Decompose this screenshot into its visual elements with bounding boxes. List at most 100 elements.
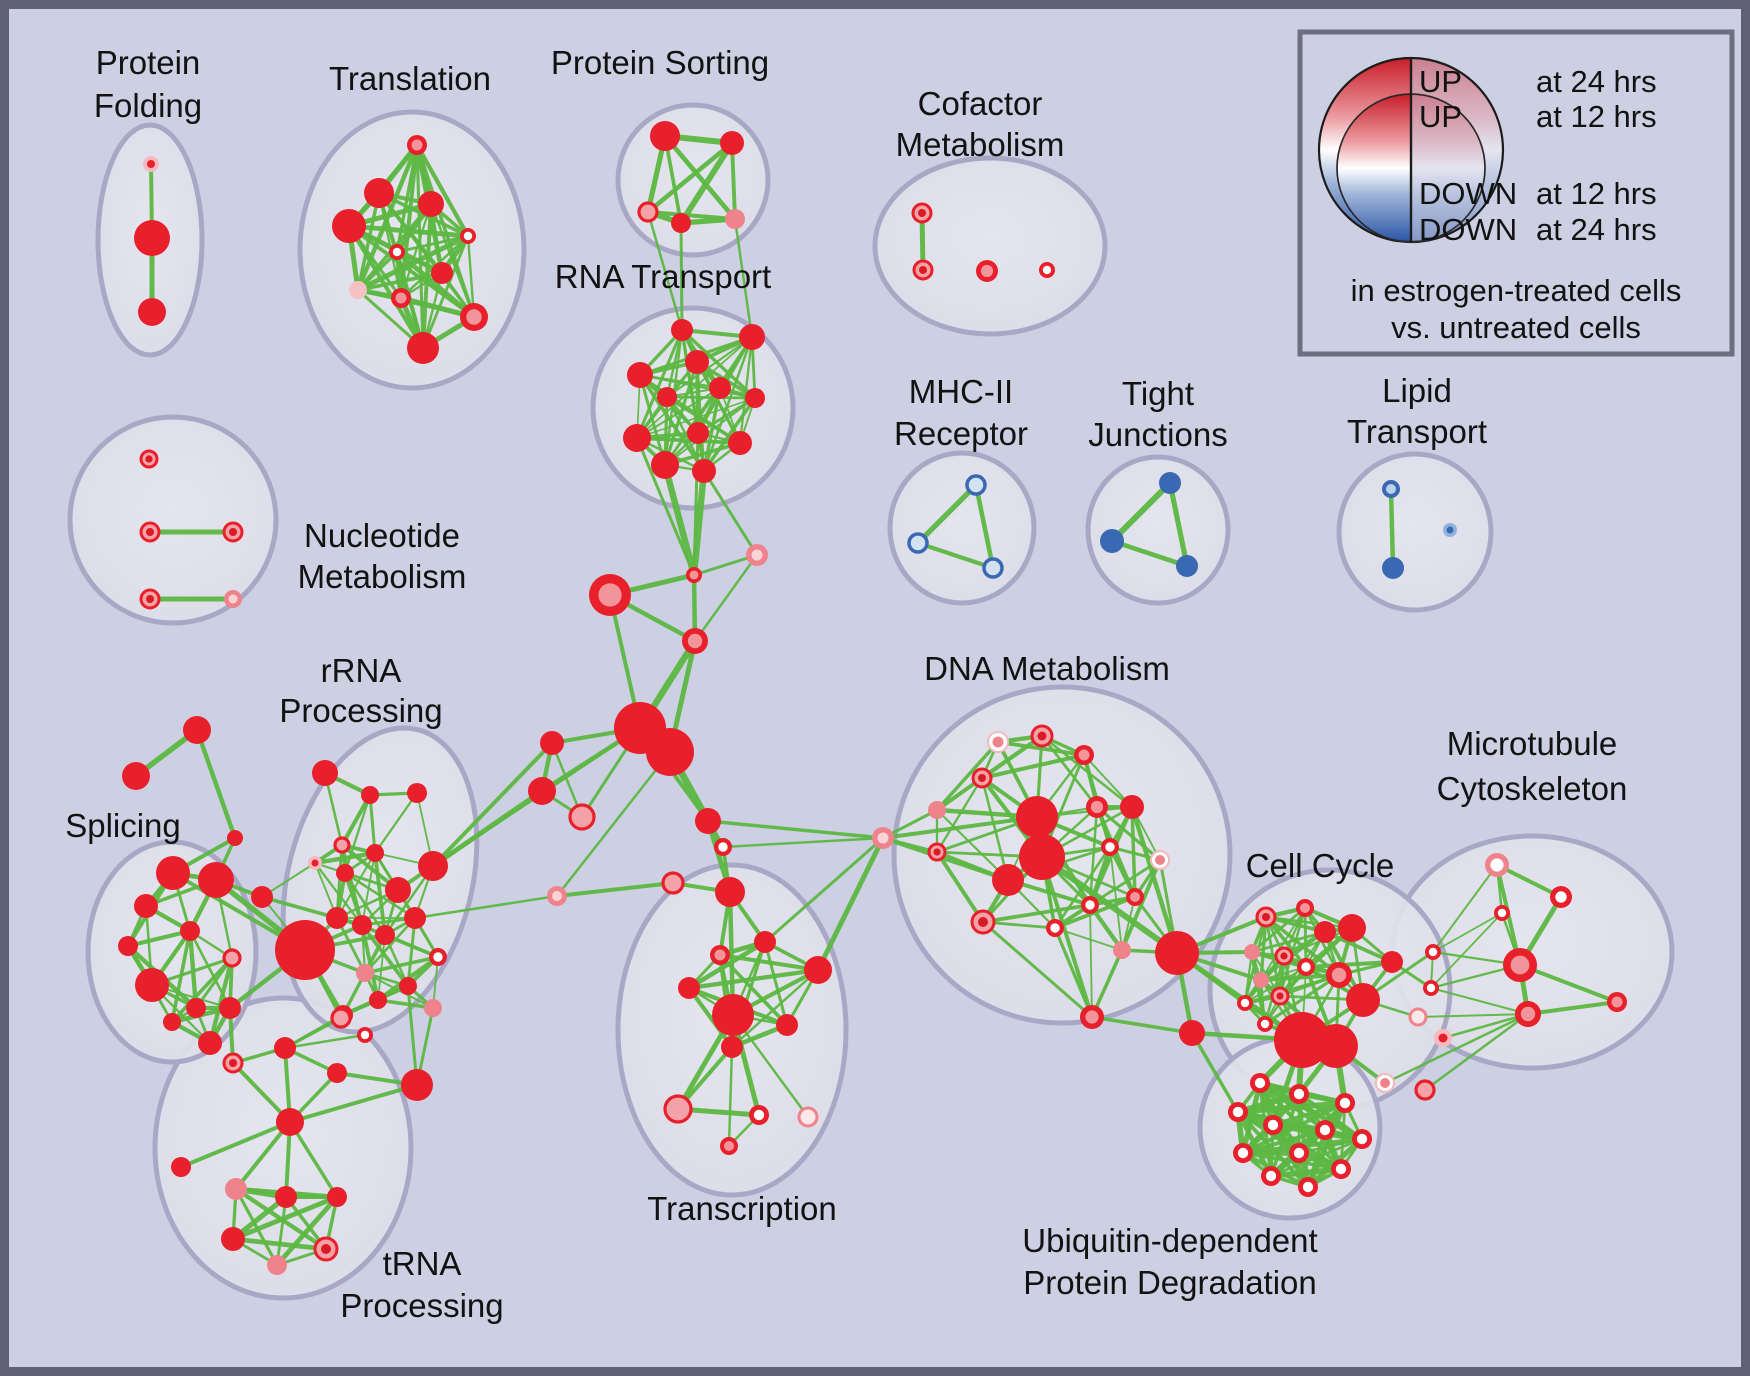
cluster-label-trna-processing: tRNA Processing: [340, 1245, 503, 1324]
node-rr8: [385, 877, 411, 903]
node-body: [712, 994, 754, 1036]
network-edge: [1518, 963, 1619, 1004]
node-tx5: [776, 1014, 798, 1036]
node-mb6: [1414, 1079, 1436, 1101]
node-body: [627, 362, 653, 388]
node-ch1: [686, 567, 702, 583]
network-edge: [662, 133, 738, 222]
network-edge: [915, 540, 996, 571]
node-rt11: [651, 451, 679, 479]
node-core: [1130, 892, 1140, 902]
node-ps3: [637, 201, 659, 223]
node-body: [349, 281, 367, 299]
node-tr7: [431, 262, 453, 284]
network-edge: [555, 881, 675, 898]
node-mc6: [1515, 1001, 1541, 1027]
legend-direction-label-1: UP: [1419, 99, 1462, 134]
node-tx4: [678, 977, 700, 999]
node-body: [352, 915, 372, 935]
node-core: [552, 891, 562, 901]
network-edge: [283, 1033, 367, 1050]
node-cf4: [1039, 262, 1055, 278]
node-core: [147, 160, 155, 168]
node-hub2: [646, 728, 694, 776]
network-edge: [1297, 1137, 1364, 1155]
node-core: [466, 309, 482, 325]
node-core: [689, 570, 699, 580]
node-tc4: [327, 1063, 347, 1083]
network-edge: [635, 436, 696, 577]
network-edge: [356, 250, 399, 292]
network-edge: [230, 1236, 329, 1252]
cluster-label-protein-sorting: Protein Sorting: [551, 44, 769, 81]
node-body: [330, 1007, 352, 1029]
node-dm3: [1074, 745, 1094, 765]
node-ub1: [1250, 1073, 1270, 1093]
network-edge: [288, 1120, 339, 1199]
cluster-label-rrna-processing: rRNA Processing: [279, 652, 442, 729]
node-body: [118, 936, 138, 956]
node-core: [1446, 526, 1454, 534]
network-edge: [406, 984, 419, 1087]
node-body: [327, 1187, 347, 1207]
node-body: [1338, 914, 1366, 942]
network-edge: [815, 835, 886, 973]
node-cn2: [714, 838, 732, 856]
node-cf2: [912, 259, 934, 281]
node-core: [980, 264, 994, 278]
node-body: [709, 377, 731, 399]
network-edge: [363, 916, 417, 975]
node-body: [138, 298, 166, 326]
node-rr4: [333, 836, 351, 854]
node-ub6: [1315, 1120, 1335, 1140]
network-edge: [413, 894, 559, 920]
node-mc7: [1607, 992, 1627, 1012]
node-tr2: [364, 178, 394, 208]
node-core: [1438, 1033, 1448, 1043]
node-tx10: [720, 1137, 738, 1155]
node-tx1: [710, 945, 730, 965]
network-edge: [194, 727, 238, 841]
node-sp4: [180, 921, 200, 941]
cluster-label-lipid-transport: Lipid Transport: [1347, 372, 1487, 450]
node-body: [326, 907, 348, 929]
cluster-bubble-cofactor-metabolism: [872, 155, 1108, 337]
node-body: [721, 1036, 743, 1058]
node-ub4: [1228, 1102, 1248, 1122]
node-body: [1381, 951, 1403, 973]
node-ps1: [650, 121, 680, 151]
node-rr13: [404, 907, 426, 929]
network-edge: [356, 271, 444, 292]
network-edge: [706, 819, 885, 840]
network-edge: [721, 836, 885, 849]
network-edge: [1190, 1031, 1240, 1114]
node-dm6: [927, 842, 947, 862]
node-core: [1302, 1181, 1314, 1193]
network-edge: [635, 328, 684, 440]
node-core: [146, 528, 154, 536]
node-body: [797, 1106, 819, 1128]
network-edge: [702, 335, 754, 473]
node-core: [360, 1030, 370, 1040]
node-body: [1113, 941, 1131, 959]
node-core: [1085, 1010, 1099, 1024]
network-edge: [738, 335, 754, 445]
node-body: [692, 459, 716, 483]
node-rt6: [657, 387, 677, 407]
node-core: [229, 1059, 237, 1067]
node-ps5: [725, 209, 745, 229]
node-tx2: [754, 931, 776, 953]
node-cc11: [1237, 995, 1253, 1011]
node-cf1: [911, 202, 933, 224]
node-tj2: [1100, 529, 1124, 553]
node-body: [333, 836, 351, 854]
network-edge: [179, 1120, 292, 1169]
legend-caption-line-1: vs. untreated cells: [1391, 310, 1641, 345]
node-body: [650, 121, 680, 151]
node-core: [146, 595, 154, 603]
node-cc0: [1179, 1020, 1205, 1046]
node-body: [1382, 557, 1404, 579]
node-dmH2: [1019, 834, 1065, 880]
node-body: [356, 964, 374, 982]
network-edge: [646, 210, 684, 332]
